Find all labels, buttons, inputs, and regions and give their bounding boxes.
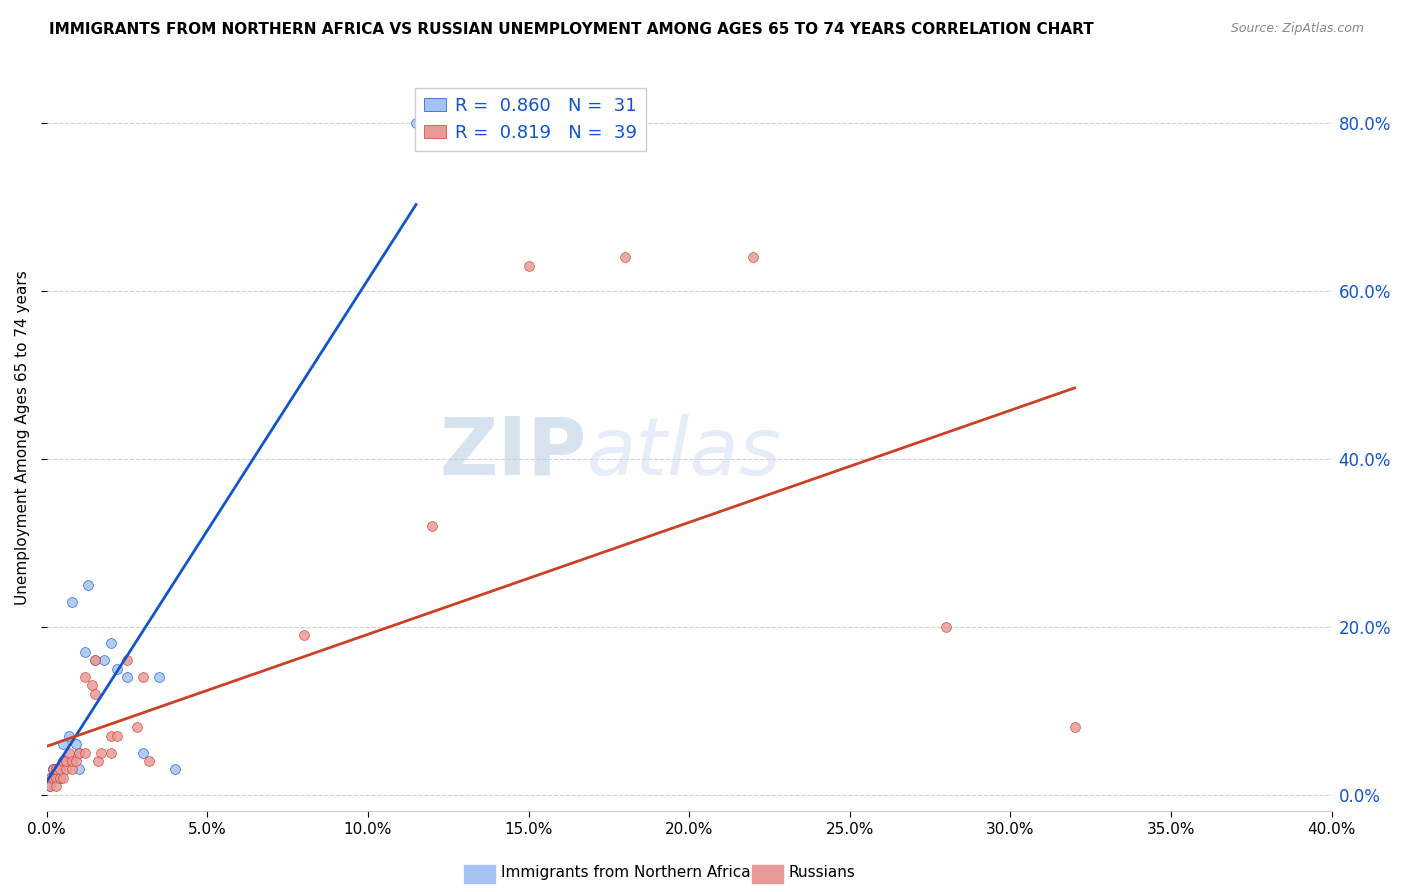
Text: Immigrants from Northern Africa: Immigrants from Northern Africa [501,865,751,880]
Text: IMMIGRANTS FROM NORTHERN AFRICA VS RUSSIAN UNEMPLOYMENT AMONG AGES 65 TO 74 YEAR: IMMIGRANTS FROM NORTHERN AFRICA VS RUSSI… [49,22,1094,37]
Point [742,250,765,264]
Point [55,763,77,777]
Point [38,771,60,785]
Point [165,763,187,777]
Point [125,721,148,735]
Point [420,519,443,533]
Point [83,653,105,667]
Point [42,763,65,777]
Point [75,670,97,684]
Point [38,771,60,785]
Point [75,645,97,659]
Point [115,653,138,667]
Point [42,763,65,777]
Point [45,763,67,777]
Point [42,763,65,777]
Point [42,771,65,785]
Point [45,771,67,785]
Point [148,670,170,684]
Point [38,779,60,793]
Point [80,678,103,692]
Point [52,737,75,751]
Point [405,116,427,130]
Point [138,754,160,768]
Point [52,771,75,785]
Point [45,771,67,785]
Point [65,754,87,768]
Text: atlas: atlas [586,414,782,491]
Point [48,763,70,777]
Point [55,754,77,768]
Point [935,620,957,634]
Text: Russians: Russians [789,865,856,880]
Point [292,628,315,642]
Point [55,754,77,768]
Point [132,670,155,684]
Point [67,746,90,760]
Text: ZIP: ZIP [439,414,586,491]
Y-axis label: Unemployment Among Ages 65 to 74 years: Unemployment Among Ages 65 to 74 years [15,270,30,605]
Legend: R =  0.860   N =  31, R =  0.819   N =  39: R = 0.860 N = 31, R = 0.819 N = 39 [415,88,647,151]
Point [45,763,67,777]
Point [87,754,110,768]
Point [67,746,90,760]
Point [613,250,636,264]
Point [83,687,105,701]
Point [60,763,83,777]
Point [83,653,105,667]
Point [100,729,122,743]
Point [77,578,100,592]
Point [60,754,83,768]
Point [115,670,138,684]
Point [100,636,122,650]
Point [517,259,540,273]
Point [100,746,122,760]
Point [38,779,60,793]
Point [105,729,128,743]
Point [65,737,87,751]
Point [45,771,67,785]
Point [67,763,90,777]
Point [132,746,155,760]
Point [90,746,112,760]
Point [1063,721,1085,735]
Point [93,653,115,667]
Point [48,763,70,777]
Point [52,754,75,768]
Point [45,779,67,793]
Point [105,662,128,676]
Point [48,771,70,785]
Point [60,594,83,608]
Point [48,771,70,785]
Point [75,746,97,760]
Point [52,754,75,768]
Point [58,729,80,743]
Point [58,746,80,760]
Point [55,754,77,768]
Point [42,771,65,785]
Text: Source: ZipAtlas.com: Source: ZipAtlas.com [1230,22,1364,36]
Point [38,771,60,785]
